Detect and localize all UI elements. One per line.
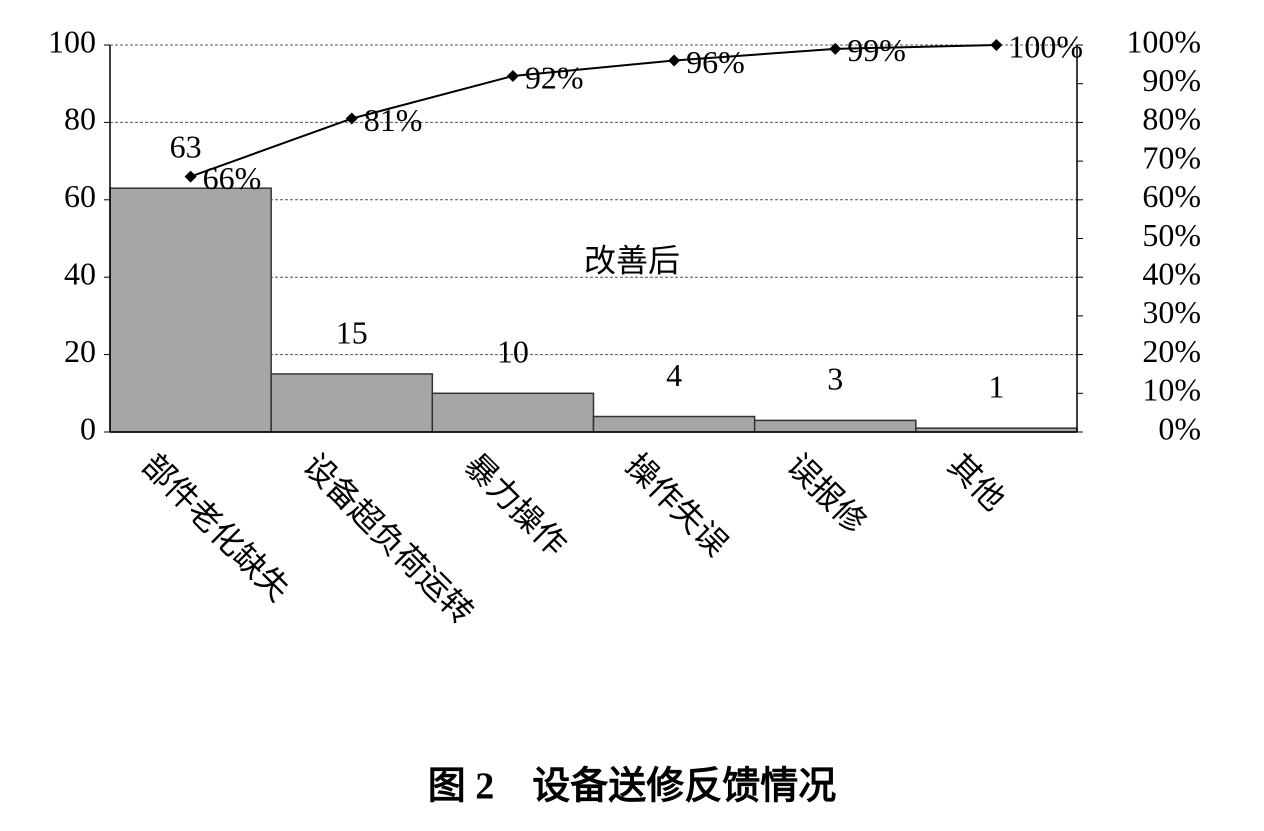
caption: 图 2 设备送修反馈情况	[428, 766, 837, 808]
y2-tick-label: 100%	[1126, 23, 1201, 59]
bar	[431, 392, 595, 433]
bar-value-label: 10	[497, 334, 529, 370]
line-value-label: 66%	[203, 160, 262, 196]
bar	[592, 415, 756, 433]
y-tick-label: 40	[64, 256, 96, 292]
y2-tick-label: 90%	[1142, 62, 1201, 98]
y2-tick-label: 70%	[1142, 139, 1201, 175]
y-tick-label: 80	[64, 101, 96, 137]
y2-tick-label: 40%	[1142, 256, 1201, 292]
line-marker	[184, 170, 197, 183]
y2-tick-label: 80%	[1142, 101, 1201, 137]
bar-value-label: 4	[666, 357, 682, 393]
bar-value-label: 63	[170, 129, 202, 165]
y-tick-label: 100	[48, 23, 96, 59]
bar-value-label: 3	[827, 361, 843, 397]
y2-tick-label: 30%	[1142, 294, 1201, 330]
line-value-label: 92%	[525, 59, 584, 95]
line-marker	[506, 69, 519, 82]
line-value-label: 99%	[847, 32, 906, 68]
x-tick-label: 暴力操作	[458, 447, 574, 563]
y2-tick-label: 20%	[1142, 333, 1201, 369]
line-value-label: 96%	[686, 44, 745, 80]
cumulative-line	[190, 44, 997, 178]
bar	[270, 373, 434, 433]
y-tick-label: 60	[64, 178, 96, 214]
y2-tick-label: 60%	[1142, 178, 1201, 214]
y2-tick-label: 50%	[1142, 217, 1201, 253]
y-tick-label: 20	[64, 333, 96, 369]
line-marker	[829, 42, 842, 55]
line-marker	[345, 112, 358, 125]
x-tick-label: 部件老化缺失	[135, 447, 296, 608]
x-tick-label: 操作失误	[619, 447, 735, 563]
line-marker	[990, 39, 1003, 51]
y-tick-label: 0	[80, 410, 96, 446]
line-value-label: 81%	[364, 102, 423, 138]
bar-value-label: 1	[988, 368, 1004, 404]
annotation: 改善后	[584, 242, 680, 278]
line-value-label: 100%	[1008, 28, 1083, 64]
y2-tick-label: 10%	[1142, 372, 1201, 408]
line-marker	[668, 54, 681, 67]
bar-value-label: 15	[336, 314, 368, 350]
bar	[753, 419, 917, 433]
y2-tick-label: 0%	[1158, 410, 1201, 446]
x-tick-label: 设备超负荷运转	[297, 447, 481, 631]
bar	[109, 187, 272, 433]
x-tick-label: 误报修	[780, 447, 873, 540]
x-tick-label: 其他	[941, 447, 1012, 518]
